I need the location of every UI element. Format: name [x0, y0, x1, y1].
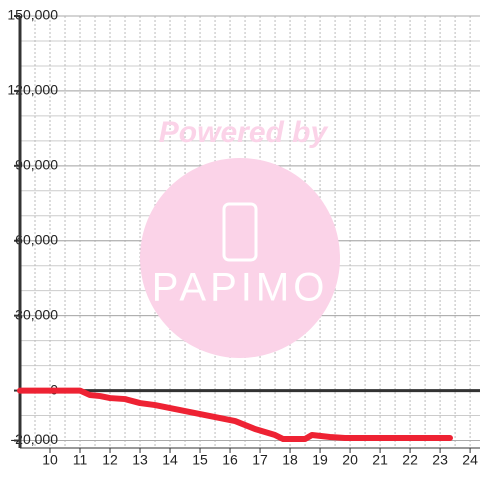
- x-tick-label: 18: [282, 452, 298, 468]
- y-tick-label: 90,000: [15, 157, 58, 173]
- x-tick-label: 10: [42, 452, 58, 468]
- y-tick-label: 60,000: [15, 231, 58, 247]
- y-tick-label: -20,000: [11, 431, 59, 447]
- grid: [19, 15, 480, 448]
- x-tick-label: 13: [132, 452, 148, 468]
- data-line: [17, 387, 453, 443]
- watermark-circle: [140, 158, 340, 358]
- watermark-title: Powered by: [159, 116, 329, 149]
- x-tick-label: 23: [432, 452, 448, 468]
- watermark-brand: PAPIMO: [152, 266, 329, 310]
- watermark-icon: [222, 202, 258, 262]
- x-tick-label: 22: [402, 452, 418, 468]
- x-tick-label: 14: [162, 452, 178, 468]
- y-tick-label: 150,000: [7, 7, 58, 23]
- x-tick-label: 12: [102, 452, 118, 468]
- x-tick-label: 16: [222, 452, 238, 468]
- x-tick-label: 21: [372, 452, 388, 468]
- y-tick-label: 30,000: [15, 306, 58, 322]
- watermark: Powered by PAPIMO: [140, 116, 340, 358]
- x-tick-label: 24: [462, 452, 478, 468]
- x-tick-label: 11: [73, 452, 88, 468]
- x-tick-label: 15: [192, 452, 208, 468]
- x-tick-label: 20: [342, 452, 358, 468]
- y-tick-label: 120,000: [7, 82, 58, 98]
- x-tick-label: 19: [312, 452, 328, 468]
- x-tick-label: 17: [252, 452, 268, 468]
